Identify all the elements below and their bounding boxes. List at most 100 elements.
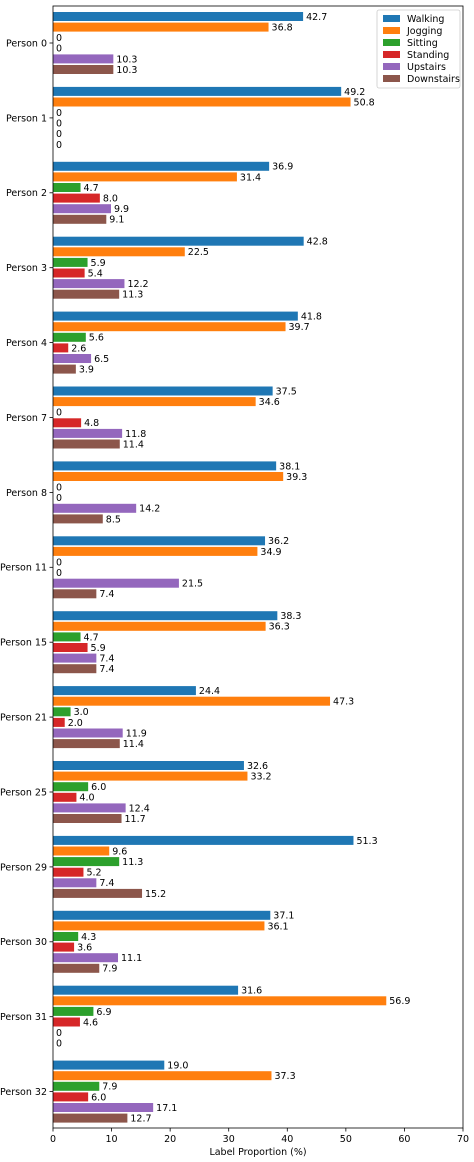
- bar-person-21-sitting: [53, 707, 71, 717]
- bar-person-32-downstairs: [53, 1113, 128, 1123]
- legend: WalkingJoggingSittingStandingUpstairsDow…: [376, 9, 461, 89]
- value-label-person-30-downstairs: 7.9: [102, 964, 117, 975]
- value-label-person-11-jogging: 34.9: [260, 547, 281, 558]
- value-label-person-32-downstairs: 12.7: [130, 1114, 151, 1125]
- x-tick-label-40: 40: [281, 1134, 293, 1145]
- value-label-person-7-jogging: 34.6: [259, 397, 280, 408]
- value-label-person-32-sitting: 7.9: [102, 1082, 117, 1093]
- value-label-person-7-downstairs: 11.4: [123, 439, 144, 450]
- legend-swatch-standing: [383, 51, 400, 58]
- y-tick-label-person-31: Person 31: [0, 1012, 47, 1023]
- bar-person-21-walking: [53, 686, 196, 696]
- y-tick-label-person-21: Person 21: [0, 713, 47, 724]
- value-label-person-2-walking: 36.9: [272, 162, 293, 173]
- bar-person-15-sitting: [53, 632, 81, 642]
- bar-person-29-walking: [53, 835, 354, 845]
- value-label-person-32-standing: 6.0: [91, 1092, 106, 1103]
- value-label-person-7-upstairs: 11.8: [125, 429, 146, 440]
- bar-person-3-sitting: [53, 257, 88, 267]
- bar-person-31-jogging: [53, 996, 387, 1006]
- bar-person-4-sitting: [53, 332, 86, 342]
- value-label-person-29-downstairs: 15.2: [145, 889, 166, 900]
- value-label-person-1-downstairs: 0: [56, 140, 62, 151]
- y-tick-label-person-0: Person 0: [6, 38, 47, 49]
- value-label-person-15-downstairs: 7.4: [99, 664, 114, 675]
- x-tick-label-20: 20: [164, 1134, 176, 1145]
- value-label-person-31-downstairs: 0: [56, 1039, 62, 1050]
- bar-person-25-walking: [53, 761, 244, 770]
- value-label-person-2-standing: 8.0: [103, 194, 118, 205]
- y-tick-label-person-3: Person 3: [6, 263, 47, 274]
- value-label-person-25-standing: 4.0: [79, 793, 94, 804]
- value-label-person-0-standing: 0: [56, 44, 62, 55]
- value-label-person-0-sitting: 0: [56, 33, 62, 44]
- value-label-person-7-sitting: 0: [56, 408, 62, 419]
- value-label-person-8-upstairs: 14.2: [139, 504, 160, 515]
- value-label-person-4-walking: 41.8: [301, 312, 322, 323]
- bar-person-3-upstairs: [53, 279, 125, 289]
- value-label-person-32-walking: 19.0: [167, 1061, 188, 1072]
- bar-person-32-standing: [53, 1092, 89, 1102]
- bar-person-11-upstairs: [53, 578, 179, 588]
- y-tick-label-person-15: Person 15: [0, 638, 47, 649]
- value-label-person-31-standing: 4.6: [83, 1017, 98, 1028]
- value-label-person-2-downstairs: 9.1: [109, 215, 124, 226]
- value-label-person-3-walking: 42.8: [307, 237, 328, 248]
- legend-label-walking: Walking: [407, 14, 444, 25]
- value-label-person-7-standing: 4.8: [84, 418, 99, 429]
- y-tick-label-person-25: Person 25: [0, 787, 47, 798]
- value-label-person-29-standing: 5.2: [86, 868, 101, 879]
- x-tick-label-0: 0: [50, 1134, 56, 1145]
- bar-person-15-standing: [53, 643, 88, 652]
- value-label-person-2-sitting: 4.7: [84, 183, 99, 194]
- bar-person-1-jogging: [53, 97, 351, 107]
- value-label-person-4-upstairs: 6.5: [94, 354, 109, 365]
- bar-person-29-standing: [53, 867, 84, 877]
- value-label-person-8-downstairs: 8.5: [106, 514, 121, 525]
- bar-person-0-jogging: [53, 22, 269, 32]
- value-label-person-2-jogging: 31.4: [240, 172, 261, 183]
- value-label-person-25-jogging: 33.2: [250, 772, 271, 783]
- value-label-person-11-upstairs: 21.5: [182, 579, 203, 590]
- bar-person-30-downstairs: [53, 963, 100, 973]
- value-label-person-1-walking: 49.2: [344, 87, 365, 98]
- bar-person-7-downstairs: [53, 439, 120, 449]
- value-label-person-29-upstairs: 7.4: [99, 878, 114, 889]
- bar-person-25-upstairs: [53, 803, 126, 813]
- bar-person-4-walking: [53, 311, 298, 321]
- x-tick-label-50: 50: [340, 1134, 352, 1145]
- legend-label-sitting: Sitting: [407, 38, 438, 49]
- y-tick-label-person-2: Person 2: [6, 188, 47, 199]
- bar-person-32-walking: [53, 1060, 165, 1070]
- value-label-person-8-standing: 0: [56, 493, 62, 504]
- legend-label-downstairs: Downstairs: [407, 74, 460, 85]
- y-axis: Person 0 Person 1 Person 2 Person 3 Person 4…: [0, 38, 53, 1098]
- bar-person-30-upstairs: [53, 953, 119, 963]
- bar-person-29-upstairs: [53, 878, 97, 888]
- value-label-person-11-walking: 36.2: [268, 536, 289, 547]
- bar-person-31-sitting: [53, 1006, 94, 1016]
- x-axis-title: Label Proportion (%): [209, 1147, 306, 1158]
- value-label-person-8-sitting: 0: [56, 483, 62, 494]
- bar-person-15-walking: [53, 611, 278, 621]
- x-tick-label-10: 10: [106, 1134, 118, 1145]
- legend-label-jogging: Jogging: [406, 26, 442, 37]
- value-label-person-31-jogging: 56.9: [389, 996, 410, 1007]
- value-label-person-21-walking: 24.4: [199, 686, 220, 697]
- value-label-person-11-sitting: 0: [56, 557, 62, 568]
- bar-person-21-jogging: [53, 696, 331, 706]
- x-tick-label-30: 30: [223, 1134, 235, 1145]
- bar-person-30-jogging: [53, 921, 265, 931]
- value-label-person-31-walking: 31.6: [241, 986, 262, 997]
- value-label-person-3-jogging: 22.5: [188, 247, 209, 258]
- y-tick-label-person-7: Person 7: [6, 413, 47, 424]
- bar-person-29-downstairs: [53, 888, 143, 898]
- bar-person-2-downstairs: [53, 214, 107, 224]
- value-label-person-30-sitting: 4.3: [81, 932, 96, 943]
- value-label-person-25-walking: 32.6: [247, 761, 268, 772]
- legend-items: WalkingJoggingSittingStandingUpstairsDow…: [383, 14, 460, 85]
- value-label-person-0-walking: 42.7: [306, 12, 327, 23]
- value-label-person-2-upstairs: 9.9: [114, 204, 129, 215]
- value-label-person-15-jogging: 36.3: [269, 622, 290, 633]
- bar-person-0-downstairs: [53, 65, 114, 74]
